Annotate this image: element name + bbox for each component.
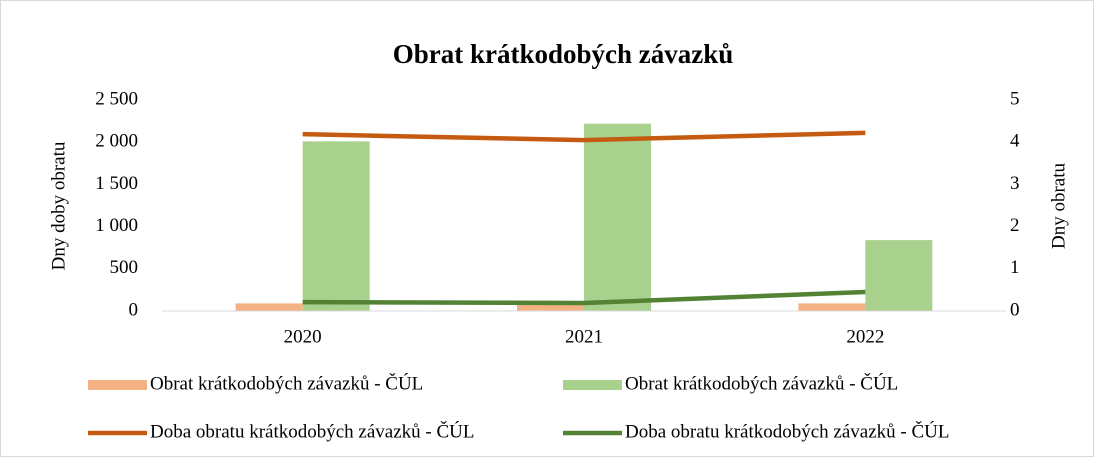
- y2-tick-label: 2: [1010, 215, 1020, 236]
- legend-label: Doba obratu krátkodobých závazků - ČÚL: [625, 420, 949, 442]
- legend-label: Obrat krátkodobých závazků - ČÚL: [625, 372, 898, 394]
- y-tick-label: 1 500: [95, 173, 138, 194]
- bar: [865, 240, 933, 311]
- y-tick-label: 1 000: [95, 215, 138, 236]
- y-tick-label: 500: [110, 257, 139, 278]
- legend-label: Doba obratu krátkodobých závazků - ČÚL: [150, 420, 474, 442]
- x-tick-label: 2020: [284, 326, 322, 347]
- bar: [517, 304, 584, 311]
- x-tick-label: 2022: [846, 326, 884, 347]
- y2-tick-label: 3: [1010, 173, 1020, 194]
- y2-tick-label: 0: [1010, 299, 1020, 320]
- bar: [235, 303, 303, 311]
- y2-tick-label: 4: [1010, 131, 1020, 152]
- legend-label: Obrat krátkodobých závazků - ČÚL: [150, 372, 423, 394]
- bar: [302, 141, 370, 311]
- bar: [584, 123, 651, 311]
- bar: [798, 303, 866, 311]
- line: [302, 289, 866, 306]
- y-tick-label: 2 500: [95, 88, 138, 109]
- y-axis-title: Dny doby obratu: [48, 141, 69, 270]
- line: [302, 130, 866, 143]
- y2-tick-label: 5: [1010, 88, 1020, 109]
- y2-axis-title: Dny obratu: [1048, 162, 1069, 249]
- legend-swatch: [88, 380, 147, 390]
- chart-title: Obrat krátkodobých závazků: [393, 39, 734, 69]
- y-tick-label: 0: [129, 299, 139, 320]
- x-tick-label: 2021: [565, 326, 603, 347]
- legend-swatch: [563, 380, 622, 390]
- y-tick-label: 2 000: [95, 131, 138, 152]
- y2-tick-label: 1: [1010, 257, 1020, 278]
